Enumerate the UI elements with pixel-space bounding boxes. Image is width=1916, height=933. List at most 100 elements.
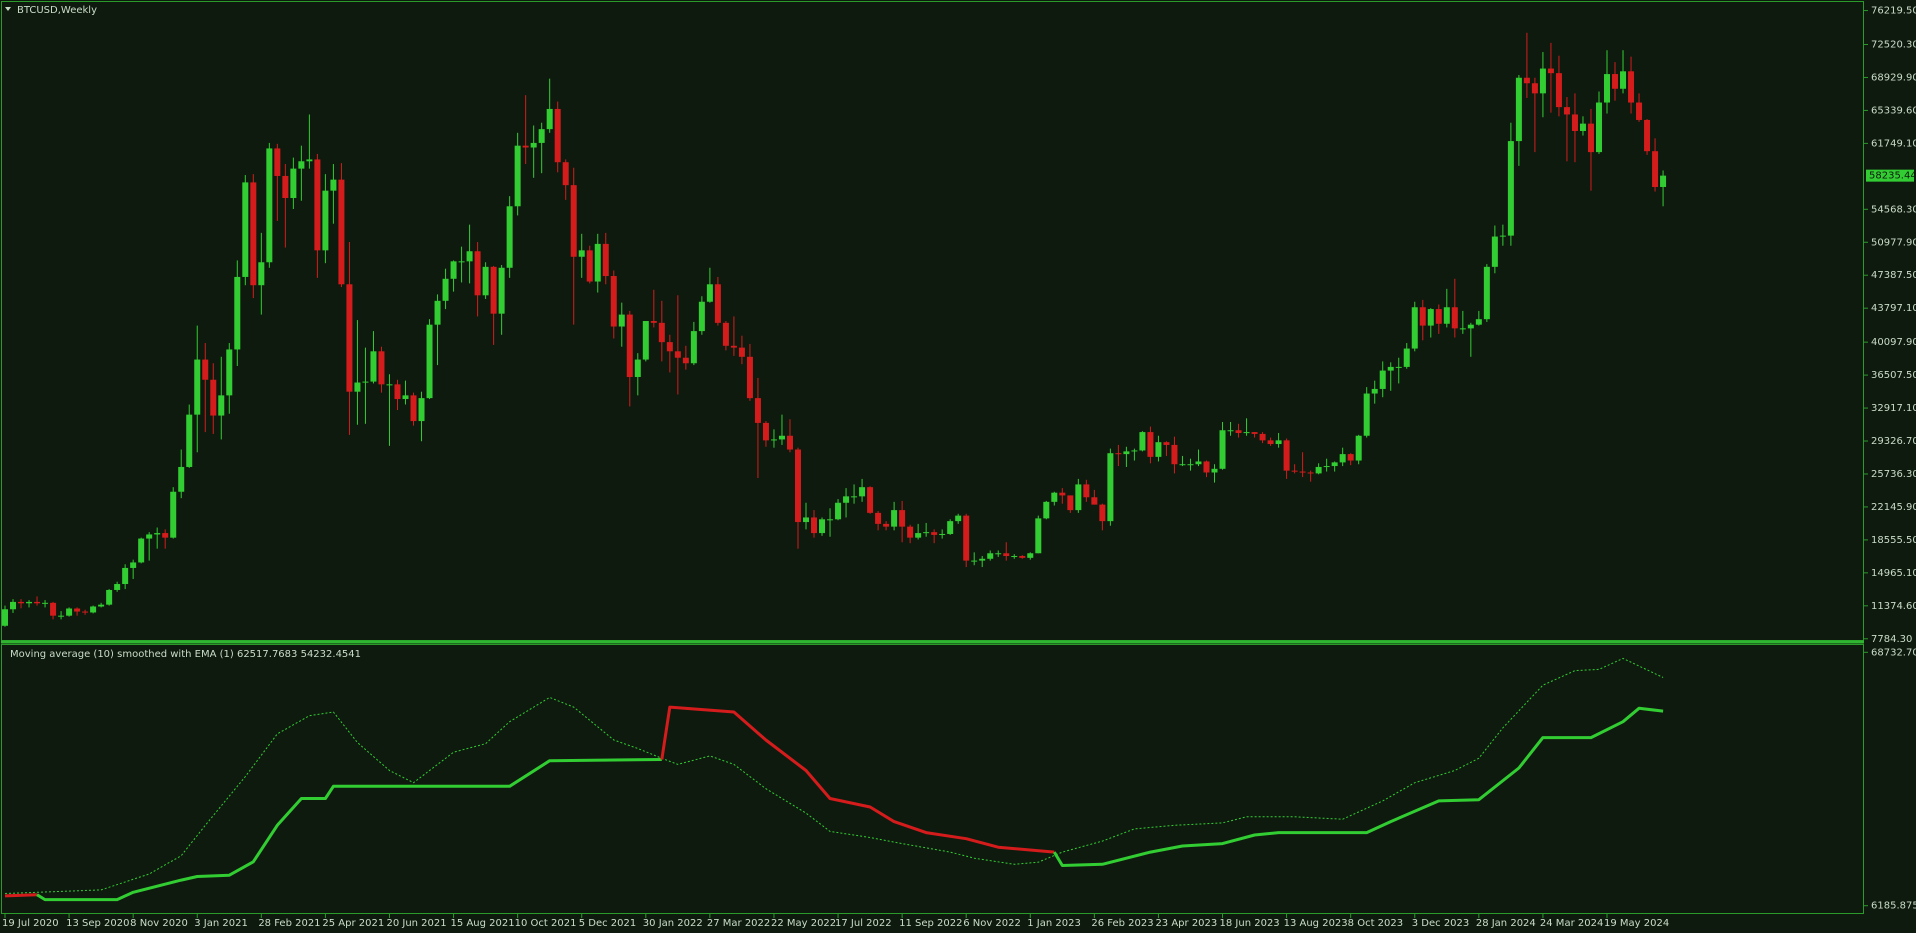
candle-body <box>859 487 866 497</box>
candle-body <box>1395 366 1402 368</box>
candle-body <box>1411 307 1418 349</box>
x-tick-label: 13 Aug 2023 <box>1284 918 1348 929</box>
y-tick-label: 65339.60 <box>1871 105 1916 116</box>
candle-body <box>1595 102 1602 153</box>
candle-body <box>1523 77 1530 84</box>
candle-body <box>1219 430 1226 469</box>
candle-body <box>1363 393 1370 436</box>
candle-body <box>1227 430 1234 432</box>
candle-body <box>578 250 585 257</box>
candle-body <box>178 466 185 492</box>
candle-body <box>18 601 25 604</box>
candle-body <box>74 608 81 612</box>
x-tick-label: 28 Feb 2021 <box>258 918 320 929</box>
candle-body <box>923 532 930 534</box>
candle-body <box>786 435 793 450</box>
x-tick-label: 15 Aug 2021 <box>451 918 515 929</box>
indicator-pane <box>1 644 1864 914</box>
candle-body <box>1539 68 1546 94</box>
candle-body <box>754 398 761 423</box>
candle-body <box>778 435 785 440</box>
candle-body <box>1636 102 1643 120</box>
indicator-title: Moving average (10) smoothed with EMA (1… <box>10 649 361 660</box>
candle-body <box>1027 553 1034 558</box>
candle-body <box>202 359 209 380</box>
candle-body <box>1283 440 1290 471</box>
x-tick-label: 5 Dec 2021 <box>579 918 637 929</box>
candle-body <box>58 615 65 617</box>
y-tick-label: 11374.60 <box>1871 601 1916 612</box>
candle-body <box>242 182 249 277</box>
candle-body <box>1075 484 1082 511</box>
candle-body <box>955 515 962 522</box>
x-tick-label: 28 Jan 2024 <box>1476 918 1536 929</box>
x-tick-label: 19 Jul 2020 <box>2 918 59 929</box>
candle-body <box>899 510 906 527</box>
candle-body <box>1403 348 1410 367</box>
candle-body <box>378 351 385 385</box>
y-tick-label: 29326.70 <box>1871 436 1916 447</box>
candle-body <box>1379 370 1386 389</box>
y-tick-label: 43797.10 <box>1871 303 1916 314</box>
candle-body <box>730 345 737 348</box>
candle-body <box>738 347 745 357</box>
candle-body <box>1179 464 1186 466</box>
signal-line <box>660 705 1055 854</box>
candle-body <box>1307 472 1314 474</box>
candle-body <box>546 108 553 130</box>
candle-body <box>618 314 625 327</box>
candle-body <box>370 351 377 382</box>
candle-body <box>298 161 305 169</box>
candle-body <box>987 553 994 559</box>
candle-body <box>1003 553 1010 557</box>
candle-body <box>322 190 329 251</box>
candle-body <box>1459 328 1466 330</box>
candle-body <box>490 266 497 314</box>
x-tick-label: 1 Jan 2023 <box>1027 918 1081 929</box>
candle-body <box>1267 440 1274 445</box>
candle-body <box>42 602 49 604</box>
candle-body <box>1443 307 1450 324</box>
candle-body <box>1331 462 1338 467</box>
candle-body <box>530 142 537 148</box>
candle-body <box>835 502 842 520</box>
candle-body <box>554 108 561 163</box>
price-tag <box>1866 169 1914 182</box>
candle-body <box>458 261 465 263</box>
candle-body <box>915 533 922 538</box>
candle-body <box>1315 466 1322 474</box>
candle-body <box>650 321 657 323</box>
candle-body <box>1235 430 1242 434</box>
candle-body <box>682 357 689 364</box>
x-tick-label: 3 Jan 2021 <box>194 918 248 929</box>
x-tick-label: 24 Mar 2024 <box>1540 918 1603 929</box>
candle-body <box>154 533 161 535</box>
candle-body <box>186 414 193 467</box>
candle-body <box>418 398 425 422</box>
candle-body <box>1339 454 1346 463</box>
candle-body <box>250 182 257 286</box>
candle-body <box>338 179 345 285</box>
candle-body <box>995 553 1002 555</box>
candle-body <box>851 496 858 498</box>
candle-body <box>971 560 978 562</box>
y-tick-label: 72520.30 <box>1871 40 1916 51</box>
candle-body <box>1051 492 1058 502</box>
candle-body <box>1243 432 1250 434</box>
candle-body <box>50 602 57 616</box>
candle-body <box>1644 119 1651 152</box>
candle-body <box>1571 114 1578 131</box>
x-tick-label: 26 Feb 2023 <box>1091 918 1153 929</box>
candle-body <box>1259 433 1266 441</box>
candle-body <box>1347 454 1354 461</box>
x-tick-label: 3 Dec 2023 <box>1412 918 1470 929</box>
candle-body <box>306 159 313 162</box>
candle-body <box>1195 461 1202 465</box>
candle-body <box>1587 123 1594 153</box>
x-tick-label: 10 Oct 2021 <box>515 918 577 929</box>
y-tick-label: 40097.90 <box>1871 337 1916 348</box>
collapse-icon[interactable] <box>5 7 11 11</box>
candle-body <box>226 349 233 396</box>
